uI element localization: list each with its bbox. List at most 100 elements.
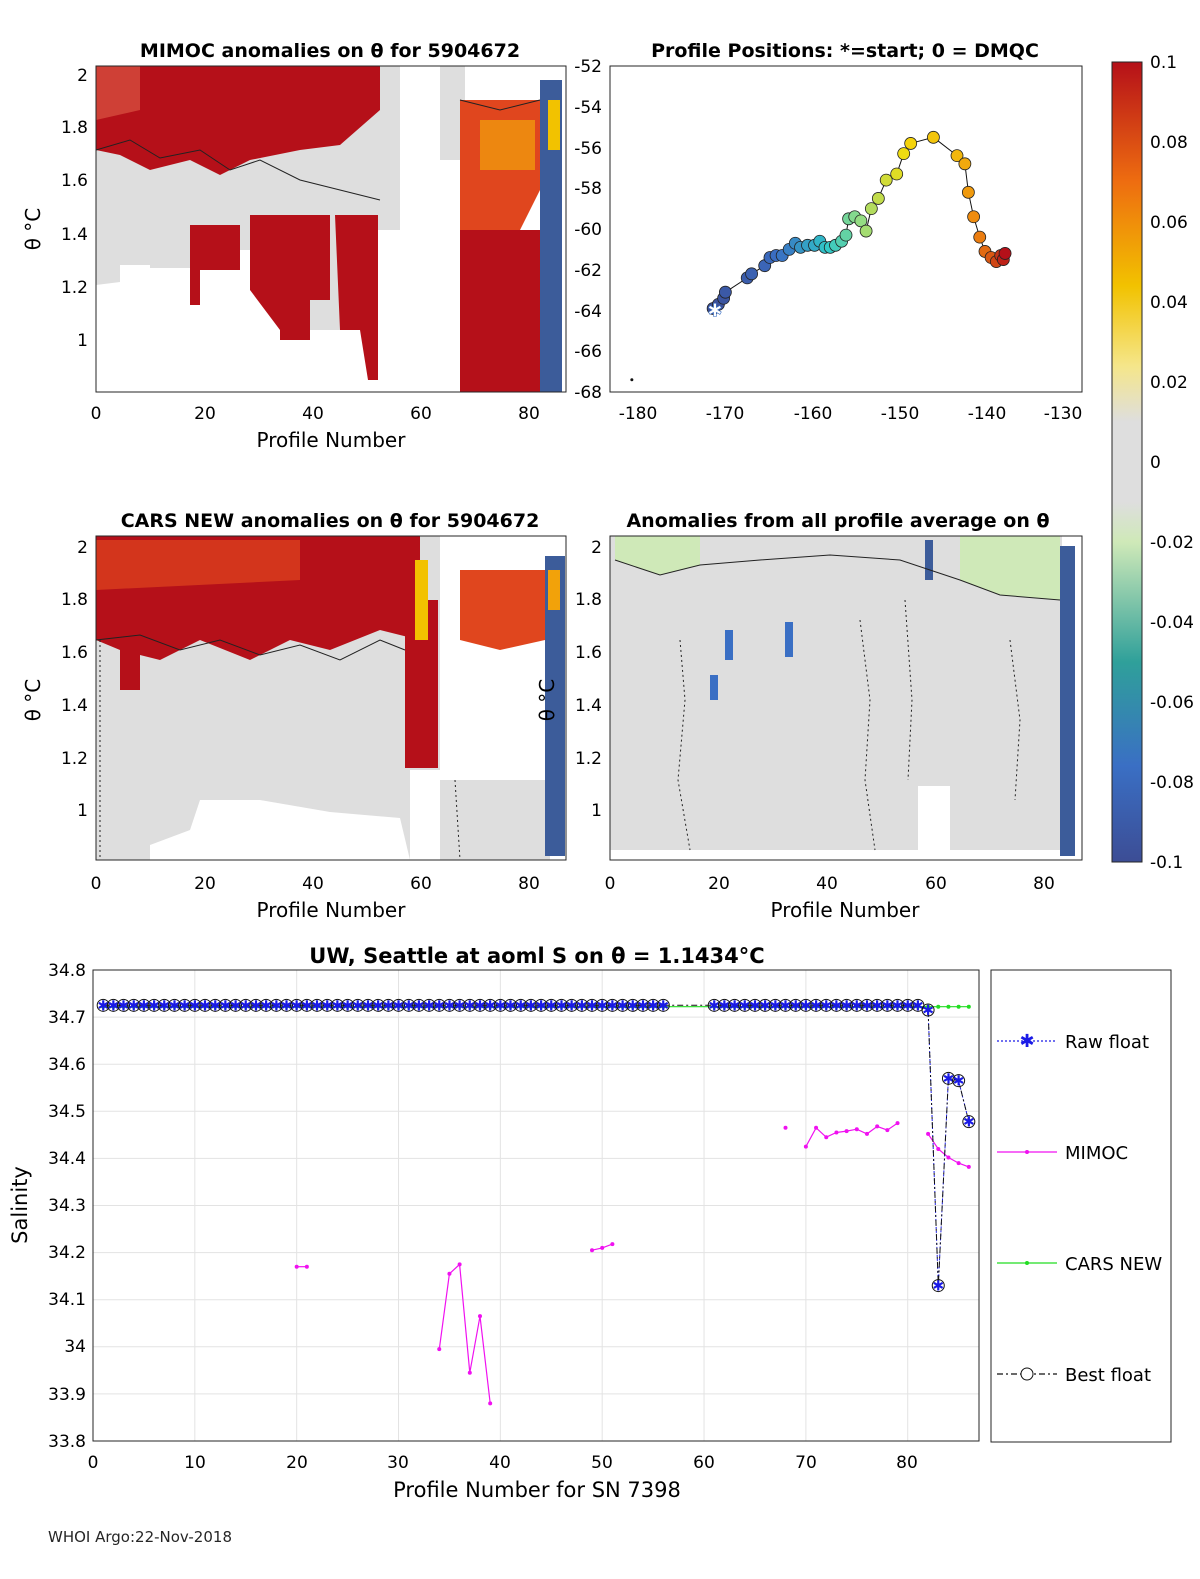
raw-float-point: ✱	[525, 998, 537, 1014]
raw-float-point: ✱	[301, 998, 313, 1014]
best-float-point	[901, 998, 915, 1012]
cars-ytick: 2	[77, 538, 88, 558]
best-float-point	[239, 998, 253, 1012]
mimoc-point	[885, 1128, 890, 1133]
mimoc-xtick: 40	[302, 404, 324, 424]
raw-float-point: ✱	[433, 998, 445, 1014]
best-float-point	[738, 998, 752, 1012]
best-float-point	[198, 998, 212, 1012]
mimoc-heatmap	[96, 66, 562, 392]
raw-float-point: ✱	[281, 998, 293, 1014]
raw-float-point: ✱	[413, 998, 425, 1014]
raw-float-point: ✱	[230, 998, 242, 1014]
cars-point	[528, 1004, 533, 1009]
cars-point	[549, 1004, 554, 1009]
cars-point	[284, 1004, 289, 1009]
mimoc-ytick: 1.6	[61, 171, 88, 191]
mimoc-point	[610, 1242, 615, 1247]
positions-ytick: -60	[574, 220, 602, 240]
profile-position-point	[839, 228, 853, 242]
mimoc-point	[956, 1161, 961, 1166]
raw-float-point: ✱	[474, 998, 486, 1014]
cars-ytick: 1.4	[61, 696, 88, 716]
cars-point	[345, 1004, 350, 1009]
raw-float-point: ✱	[800, 998, 812, 1014]
profile-position-point	[890, 167, 904, 181]
best-float-point	[463, 998, 477, 1012]
best-float-point	[178, 998, 192, 1012]
best-float-point	[717, 998, 731, 1012]
panel-salinity: UW, Seattle at aoml S on θ = 1.1434°C ✱✱…	[8, 944, 980, 1502]
cars-ytick: 1.8	[61, 590, 88, 610]
mimoc-point	[488, 1401, 493, 1406]
salinity-xtick: 30	[387, 1453, 409, 1473]
cars-xtick: 20	[194, 874, 216, 894]
salinity-series: ✱✱✱✱✱✱✱✱✱✱✱✱✱✱✱✱✱✱✱✱✱✱✱✱✱✱✱✱✱✱✱✱✱✱✱✱✱✱✱✱…	[96, 998, 976, 1406]
raw-float-point: ✱	[382, 998, 394, 1014]
raw-float-point: ✱	[505, 998, 517, 1014]
cars-point	[752, 1004, 757, 1009]
average-ytick: 1.2	[575, 749, 602, 769]
positions-ytick: -56	[574, 139, 602, 159]
profile-position-point	[958, 157, 972, 171]
raw-float-point: ✱	[545, 998, 557, 1014]
positions-ytick: -62	[574, 261, 602, 281]
salinity-title: UW, Seattle at aoml S on θ = 1.1434°C	[309, 944, 764, 968]
cars-point	[915, 1004, 920, 1009]
best-float-line	[103, 1004, 970, 1286]
raw-float-point: ✱	[240, 998, 252, 1014]
best-float-point	[921, 1003, 935, 1017]
best-float-point	[809, 998, 823, 1012]
best-float-point	[728, 998, 742, 1012]
raw-float-point: ✱	[566, 998, 578, 1014]
cars-point	[742, 1004, 747, 1009]
mimoc-ytick: 1.4	[61, 225, 88, 245]
cars-point	[121, 1004, 126, 1009]
profile-position-point	[879, 173, 893, 187]
raw-float-point: ✱	[118, 998, 130, 1014]
mimoc-ylabel: θ °C	[21, 208, 45, 251]
best-float-point	[585, 998, 599, 1012]
best-float-point	[157, 998, 171, 1012]
panel-average: Anomalies from all profile average on θ …	[535, 510, 1083, 922]
cars-point	[712, 1004, 717, 1009]
mimoc-ytick: 1.8	[61, 118, 88, 138]
legend-item-mimoc: MIMOC	[997, 1143, 1128, 1164]
legend-label: CARS NEW	[1065, 1254, 1162, 1275]
average-ytick: 2	[591, 538, 602, 558]
best-float-point	[799, 998, 813, 1012]
positions-xtick: -140	[968, 404, 1007, 424]
salinity-ytick: 34.3	[48, 1196, 86, 1216]
best-float-point	[941, 1071, 955, 1085]
cars-point	[355, 1004, 360, 1009]
profile-position-point	[854, 214, 868, 228]
positions-y-ticks: -52 -54 -56 -58 -60 -62 -64 -66 -68	[574, 57, 602, 403]
profile-position-point	[904, 137, 918, 150]
best-float-point	[616, 998, 630, 1012]
cars-point	[895, 1004, 900, 1009]
best-float-point	[351, 998, 365, 1012]
positions-ytick: -54	[574, 98, 602, 118]
positions-xtick: -130	[1044, 404, 1083, 424]
cars-point	[447, 1004, 452, 1009]
cars-point	[131, 1004, 136, 1009]
footer-credit: WHOI Argo:22-Nov-2018	[48, 1528, 232, 1546]
colorbar-gradient	[1111, 61, 1143, 863]
colorbar-tick: 0.06	[1150, 213, 1188, 233]
best-float-point	[880, 998, 894, 1012]
best-float-point	[422, 998, 436, 1012]
best-float-point	[636, 998, 650, 1012]
colorbar-tick: 0	[1150, 453, 1161, 473]
raw-float-point: ✱	[169, 998, 181, 1014]
cars-point	[630, 1004, 635, 1009]
best-float-point	[229, 998, 243, 1012]
best-float-point	[534, 998, 548, 1012]
raw-float-point: ✱	[810, 998, 822, 1014]
legend-box	[990, 969, 1172, 1443]
cars-point	[518, 1004, 523, 1009]
profile-position-point	[973, 230, 987, 244]
cars-point	[182, 1004, 187, 1009]
best-float-point	[341, 998, 355, 1012]
best-float-point	[544, 998, 558, 1012]
